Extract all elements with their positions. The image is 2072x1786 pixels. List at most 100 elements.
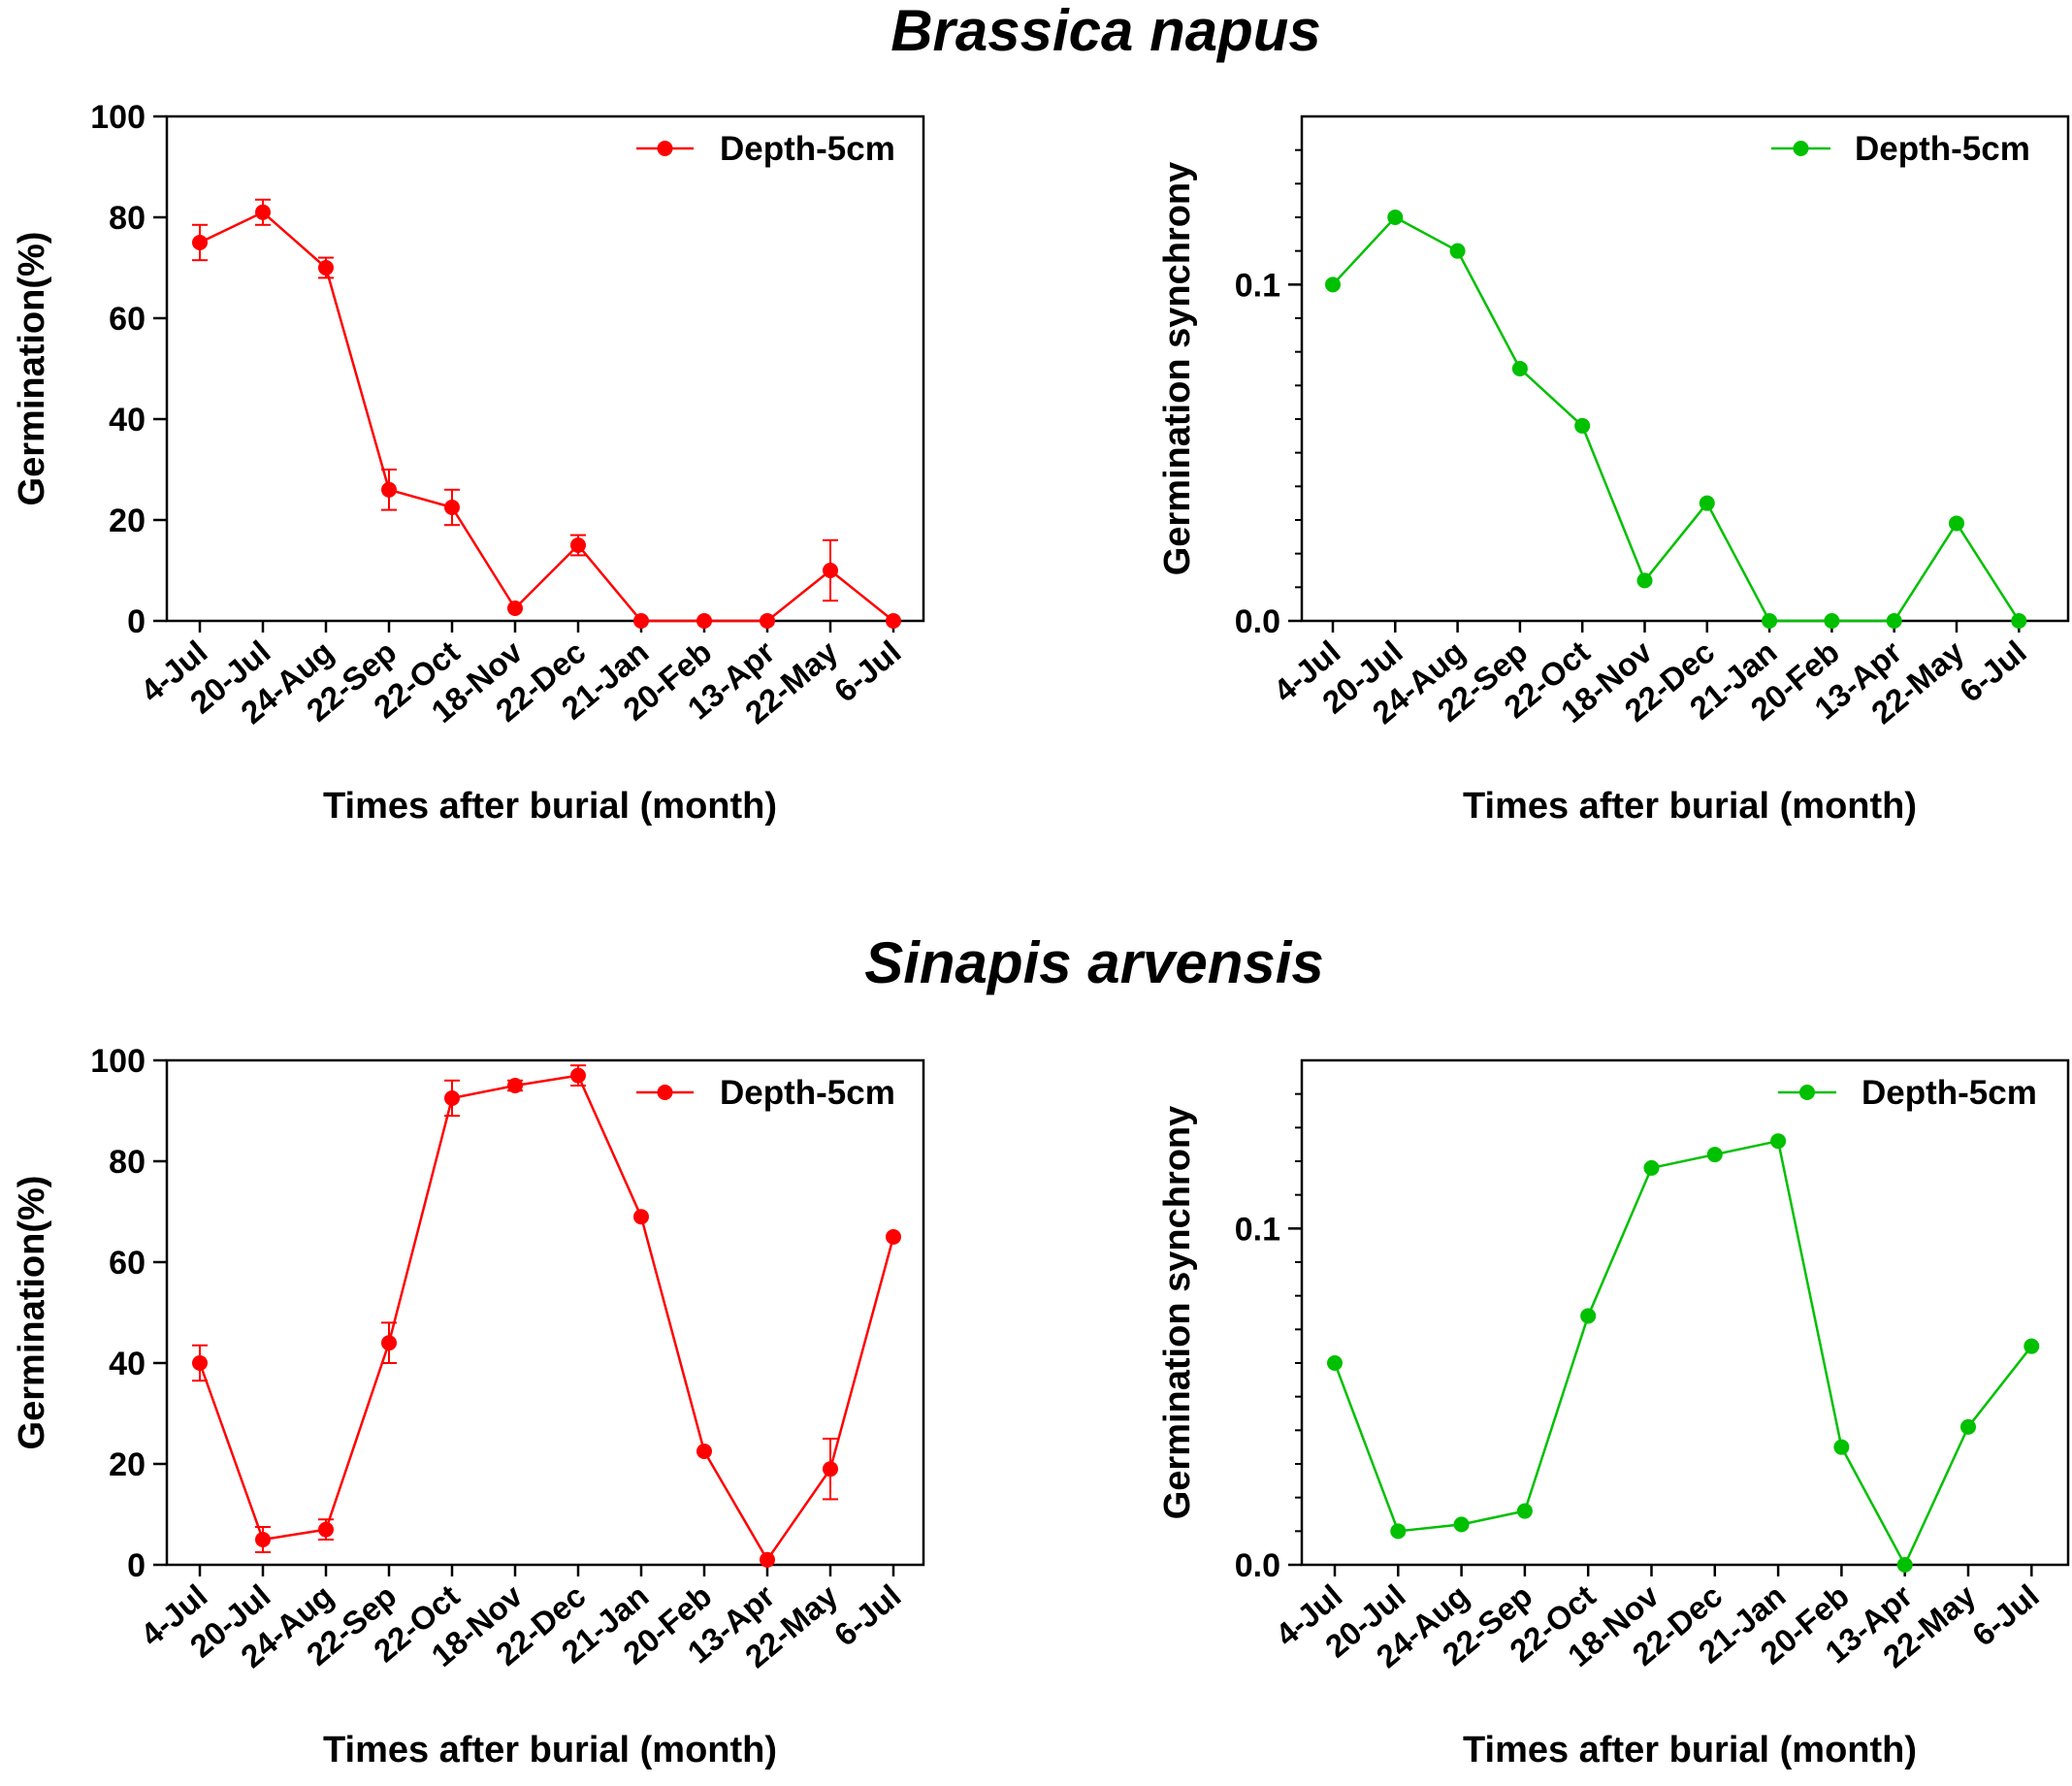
x-tick-label: 6-Jul [827, 1577, 908, 1653]
y-axis-label: Germination synchrony [1157, 162, 1198, 576]
series-line [1332, 215, 2021, 623]
x-tick-label: 6-Jul [827, 633, 908, 709]
x-axis-label: Times after burial (month) [1463, 1730, 1917, 1770]
data-point [318, 260, 334, 276]
data-point [886, 1229, 901, 1245]
chart-bn-synchrony: 0.00.14-Jul20-Jul24-Aug22-Sep22-Oct18-No… [1157, 114, 2070, 827]
series-line [198, 1074, 895, 1563]
data-point [1960, 1418, 1976, 1435]
data-point [696, 1444, 712, 1459]
data-point [1886, 613, 1902, 629]
data-point [633, 1209, 649, 1225]
data-point [192, 235, 208, 250]
y-tick-label: 0 [127, 603, 146, 640]
data-point [1325, 276, 1341, 293]
data-point [1706, 1147, 1723, 1163]
legend-label: Depth-5cm [1862, 1074, 2037, 1112]
y-tick-label: 20 [109, 503, 146, 539]
legend-marker [657, 141, 673, 156]
data-point [1949, 515, 1964, 532]
data-point [2023, 1338, 2040, 1354]
data-point [255, 1532, 271, 1547]
data-point [381, 481, 397, 498]
y-tick-label: 0.1 [1235, 267, 1280, 304]
series-line [1333, 1139, 2033, 1568]
data-point [1580, 1308, 1597, 1324]
figure-title-bottom: Sinapis arvensis [864, 930, 1324, 995]
plot-frame [1300, 114, 2070, 623]
chart-bn-germination: 0204060801004-Jul20-Jul24-Aug22-Sep22-Oc… [12, 99, 925, 827]
data-point [1833, 1439, 1850, 1455]
x-axis-label: Times after burial (month) [1463, 786, 1917, 827]
data-point [2011, 613, 2027, 629]
plot-frame [165, 1058, 925, 1567]
data-point [1516, 1503, 1533, 1519]
data-point [507, 1078, 523, 1093]
data-point [1453, 1516, 1470, 1533]
y-axis-label: Germination(%) [12, 1176, 52, 1450]
legend: Depth-5cm [1771, 130, 2030, 168]
x-axis-label: Times after burial (month) [323, 1730, 777, 1770]
data-point [507, 601, 523, 616]
legend-label: Depth-5cm [1855, 130, 2030, 168]
legend-marker [657, 1085, 673, 1100]
data-point [444, 500, 460, 515]
figure-title-top: Brassica napus [890, 0, 1321, 63]
data-point [1824, 613, 1840, 629]
legend: Depth-5cm [636, 130, 895, 168]
y-tick-label: 0 [127, 1547, 146, 1584]
plot-frame [1300, 1058, 2070, 1567]
legend-label: Depth-5cm [720, 1074, 895, 1112]
data-point [1770, 1133, 1787, 1150]
chart-sa-germination: 0204060801004-Jul20-Jul24-Aug22-Sep22-Oc… [12, 1043, 925, 1770]
data-point [1699, 495, 1715, 511]
y-axis-label: Germination(%) [12, 232, 52, 506]
data-point [823, 563, 838, 578]
y-tick-label: 0.1 [1235, 1211, 1280, 1248]
legend-label: Depth-5cm [720, 130, 895, 168]
data-point [255, 204, 271, 220]
y-axis-label: Germination synchrony [1157, 1106, 1198, 1520]
data-point [570, 537, 586, 553]
y-tick-label: 20 [109, 1446, 146, 1483]
x-tick-label: 6-Jul [1965, 1577, 2046, 1653]
data-point [444, 1090, 460, 1106]
data-point [318, 1521, 334, 1538]
y-tick-label: 40 [109, 402, 146, 438]
data-point [760, 1551, 775, 1568]
x-tick-label: 6-Jul [1953, 633, 2033, 709]
data-point [1387, 210, 1404, 225]
legend: Depth-5cm [1778, 1074, 2037, 1112]
data-point [1327, 1355, 1343, 1371]
data-point [823, 1461, 838, 1478]
data-point [1643, 1159, 1660, 1176]
x-axis-label: Times after burial (month) [323, 786, 777, 827]
y-tick-label: 0.0 [1235, 603, 1280, 640]
data-point [1896, 1557, 1913, 1573]
legend-marker [1799, 1085, 1815, 1100]
series-line [199, 211, 894, 623]
plot-frame [165, 114, 925, 623]
y-tick-label: 80 [109, 1144, 146, 1181]
data-point [381, 1335, 397, 1351]
y-tick-label: 0.0 [1235, 1547, 1280, 1584]
data-point [1511, 361, 1528, 376]
data-point [1762, 613, 1778, 629]
data-point [1574, 417, 1591, 434]
y-tick-label: 40 [109, 1346, 146, 1382]
data-point [886, 613, 901, 629]
data-point [696, 613, 712, 629]
data-point [633, 613, 649, 629]
y-tick-label: 100 [90, 99, 146, 136]
legend: Depth-5cm [636, 1074, 895, 1112]
data-point [760, 613, 775, 629]
y-tick-label: 80 [109, 200, 146, 237]
legend-marker [1793, 141, 1809, 156]
y-tick-label: 60 [109, 301, 146, 338]
data-point [1449, 243, 1466, 259]
data-point [570, 1067, 586, 1084]
data-point [1390, 1523, 1407, 1540]
chart-sa-synchrony: 0.00.14-Jul20-Jul24-Aug22-Sep22-Oct18-No… [1157, 1058, 2070, 1770]
y-tick-label: 60 [109, 1245, 146, 1282]
